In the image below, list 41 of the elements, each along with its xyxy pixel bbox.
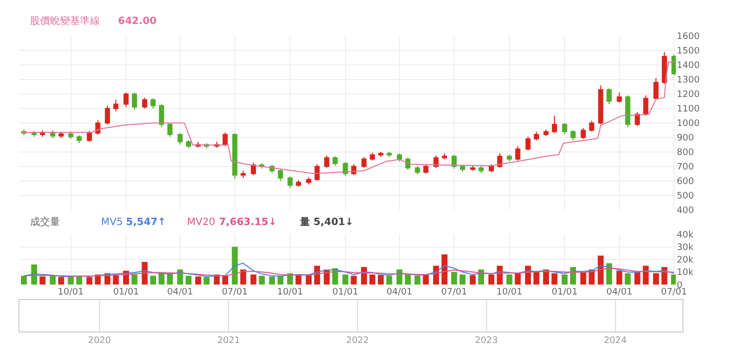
text: 5,547↑ (126, 217, 166, 228)
x2-tick-label: 2022 (346, 336, 370, 346)
x-tick-label: 01/01 (552, 288, 578, 298)
y-tick-label: 1500 (676, 46, 700, 57)
text: 642.00 (118, 16, 157, 27)
x-tick-label: 07/01 (222, 288, 248, 298)
x-tick-label: 01/01 (113, 288, 140, 298)
y-tick-label: 30k (676, 242, 694, 253)
x2-tick-label: 2023 (474, 336, 498, 346)
y-tick-label: 600 (676, 177, 694, 188)
x2-tick-label: 2021 (217, 336, 240, 346)
x-tick-label: 01/01 (332, 288, 358, 298)
text: 股價蛻變基準線 (30, 15, 100, 27)
chart-title: 成交量 (30, 216, 60, 228)
x-tick-label: 04/01 (167, 288, 194, 298)
x2-tick-label: 2020 (88, 336, 112, 346)
y-tick-label: 500 (676, 192, 694, 202)
text: 量 5,401↓ (299, 216, 354, 228)
y-tick-label: 900 (676, 134, 694, 144)
x-tick-label: 04/01 (386, 288, 412, 298)
text: 7,663.15↓ (219, 217, 277, 228)
y-tick-label: 40k (676, 230, 694, 240)
y-tick-label: 1200 (676, 90, 700, 100)
x-tick-label: 07/01 (441, 288, 468, 298)
y-tick-label: 700 (676, 162, 694, 173)
y-tick-label: 800 (676, 148, 694, 158)
y-tick-label: 400 (676, 206, 694, 216)
y-tick-label: 20k (676, 256, 694, 266)
x-tick-label: 10/01 (277, 288, 304, 298)
x-tick-label: 10/01 (58, 288, 84, 298)
x-tick-label: 04/01 (606, 288, 632, 298)
text: MV20 (187, 217, 216, 228)
y-tick-label: 1400 (676, 61, 700, 72)
y-tick-label: 1300 (676, 76, 700, 86)
y-tick-label: 1600 (676, 32, 700, 42)
y-tick-label: 10k (676, 268, 694, 278)
y-tick-label: 1100 (676, 104, 700, 115)
x-tick-label: 10/01 (496, 288, 522, 298)
x2-tick-label: 2024 (604, 336, 627, 346)
text: MV5 (101, 217, 123, 228)
y-tick-label: 1000 (676, 119, 700, 130)
